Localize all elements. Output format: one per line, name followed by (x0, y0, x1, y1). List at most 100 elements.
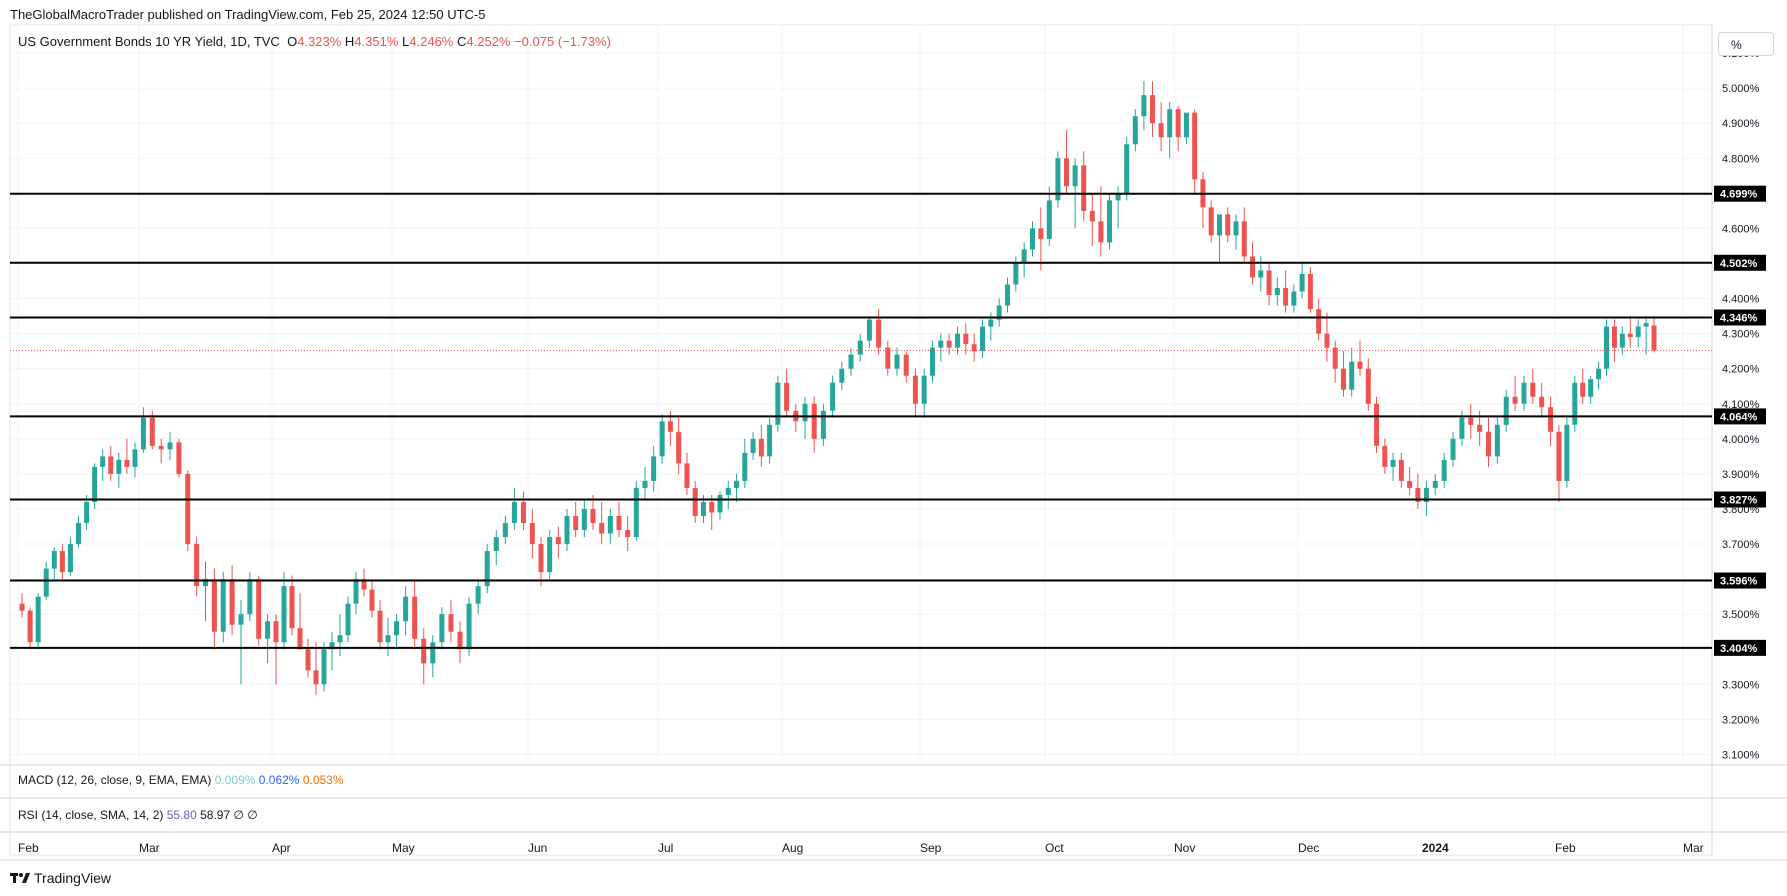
candle-body (555, 537, 561, 545)
candle-body (1316, 309, 1322, 334)
candle-body (1005, 284, 1010, 306)
candle-body (1072, 165, 1078, 187)
macd-legend[interactable]: MACD (12, 26, close, 9, EMA, EMA) 0.009%… (18, 773, 344, 787)
candle-body (167, 442, 173, 450)
candle-body (92, 466, 98, 502)
candle-body (912, 375, 918, 404)
candle-body (1643, 323, 1649, 327)
candle-body (229, 579, 235, 625)
published-header: TheGlobalMacroTrader published on Tradin… (10, 7, 486, 22)
rsi-legend[interactable]: RSI (14, close, SMA, 14, 2) 55.80 58.97 … (18, 808, 258, 822)
rsi-ma-value: 58.97 (200, 808, 231, 822)
candle-body (538, 544, 544, 573)
level-price-tag (1714, 572, 1766, 589)
low-value: 4.246% (409, 34, 454, 49)
candle-body (502, 523, 508, 538)
candle-body (1365, 368, 1371, 404)
level-price-label: 4.346% (1720, 312, 1758, 324)
candle-body (203, 579, 208, 587)
level-price-tag (1714, 639, 1766, 656)
candle-body (439, 614, 445, 643)
candle-body (394, 621, 400, 636)
candle-body (132, 449, 138, 467)
open-label: O (287, 34, 298, 49)
candle-body (475, 586, 481, 604)
candle-body (385, 635, 391, 643)
candle-body (353, 579, 359, 604)
candle-body (67, 544, 73, 573)
candle-body (1572, 382, 1578, 425)
level-price-tag (1714, 408, 1766, 425)
y-tick-label: 4.300% (1722, 329, 1760, 341)
candle-body (1627, 333, 1633, 338)
candle-body (573, 515, 579, 531)
change-value: −0.075 (−1.73%) (514, 34, 611, 49)
candle-body (529, 523, 535, 545)
candle-body (742, 452, 748, 481)
rsi-label: RSI (14, close, SMA, 14, 2) (18, 808, 164, 822)
price-scale-unit-button[interactable]: % (1718, 32, 1774, 56)
macd-label: MACD (12, 26, close, 9, EMA, EMA) (18, 773, 212, 787)
level-price-tag (1714, 309, 1766, 326)
candle-body (321, 649, 327, 685)
candle-body (758, 438, 764, 457)
candle-body (1216, 214, 1222, 236)
tradingview-footer[interactable]: TradingView (10, 870, 111, 886)
candle-body (625, 530, 631, 538)
candle-body (1374, 403, 1380, 446)
candle-body (377, 610, 383, 643)
candle-body (1124, 144, 1130, 194)
candle-body (158, 445, 164, 450)
candle-body (590, 508, 596, 524)
candle-body (345, 603, 351, 636)
candle-body (176, 442, 182, 474)
x-tick-label: Feb (18, 841, 39, 855)
candle-body (1382, 445, 1388, 467)
candle-body (857, 340, 863, 355)
candle-body (848, 354, 854, 369)
candle-body (1013, 263, 1019, 285)
candle-body (830, 382, 836, 411)
candle-body (185, 473, 191, 545)
candle-body (1596, 368, 1602, 380)
level-price-label: 3.596% (1720, 576, 1758, 588)
y-tick-label: 3.200% (1722, 714, 1760, 726)
candle-body (599, 523, 605, 534)
candle-body (1081, 165, 1087, 211)
x-tick-label: 2024 (1422, 841, 1449, 855)
candle-body (633, 487, 639, 538)
candle-body (725, 487, 731, 495)
candle-body (1477, 424, 1483, 432)
candle-body (1512, 396, 1518, 404)
chart-pane-border (9, 24, 1713, 856)
candle-body (1021, 249, 1027, 264)
candle-body (802, 403, 808, 422)
candle-body (1055, 158, 1061, 201)
candle-body (1158, 123, 1164, 138)
candle-body (247, 579, 253, 615)
candle-body (1098, 221, 1104, 243)
y-tick-label: 3.900% (1722, 469, 1760, 481)
candle-body (329, 642, 335, 650)
level-price-tag (1714, 254, 1766, 271)
candle-body (1441, 459, 1447, 481)
candle-body (1521, 382, 1527, 404)
ohlc-values: O4.323% H4.351% L4.246% C4.252% −0.075 (… (283, 34, 611, 49)
level-price-label: 4.502% (1720, 258, 1758, 270)
candle-body (1468, 417, 1474, 425)
x-tick-label: Nov (1174, 841, 1195, 855)
candle-body (265, 621, 271, 639)
candle-body (361, 579, 367, 590)
level-price-label: 4.699% (1720, 189, 1758, 201)
candle-body (1539, 396, 1545, 408)
level-price-tag (1714, 491, 1766, 508)
candle-body (19, 603, 25, 611)
candle-body (971, 344, 977, 352)
candle-body (885, 347, 891, 369)
candle-body (140, 417, 146, 450)
candle-body (337, 635, 343, 643)
candle-body (76, 523, 81, 545)
level-price-label: 3.404% (1720, 643, 1758, 655)
candle-body (1486, 431, 1491, 457)
